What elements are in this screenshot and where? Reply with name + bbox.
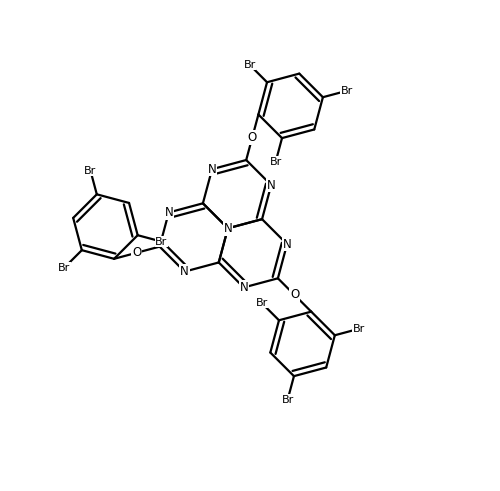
Text: Br: Br [156,237,168,246]
Text: Br: Br [282,395,294,405]
Text: Br: Br [256,298,268,308]
Text: N: N [282,238,292,251]
Text: Br: Br [340,86,352,96]
Text: Br: Br [84,165,96,176]
Text: Br: Br [270,157,282,167]
Text: O: O [248,131,257,144]
Text: Br: Br [352,324,364,334]
Text: N: N [180,265,189,278]
Text: O: O [290,289,299,301]
Text: N: N [208,163,216,176]
Text: N: N [164,206,173,219]
Text: N: N [267,179,276,191]
Text: N: N [240,281,248,294]
Text: Br: Br [58,263,70,273]
Text: O: O [132,246,141,259]
Text: Br: Br [244,60,256,70]
Text: N: N [224,222,232,235]
